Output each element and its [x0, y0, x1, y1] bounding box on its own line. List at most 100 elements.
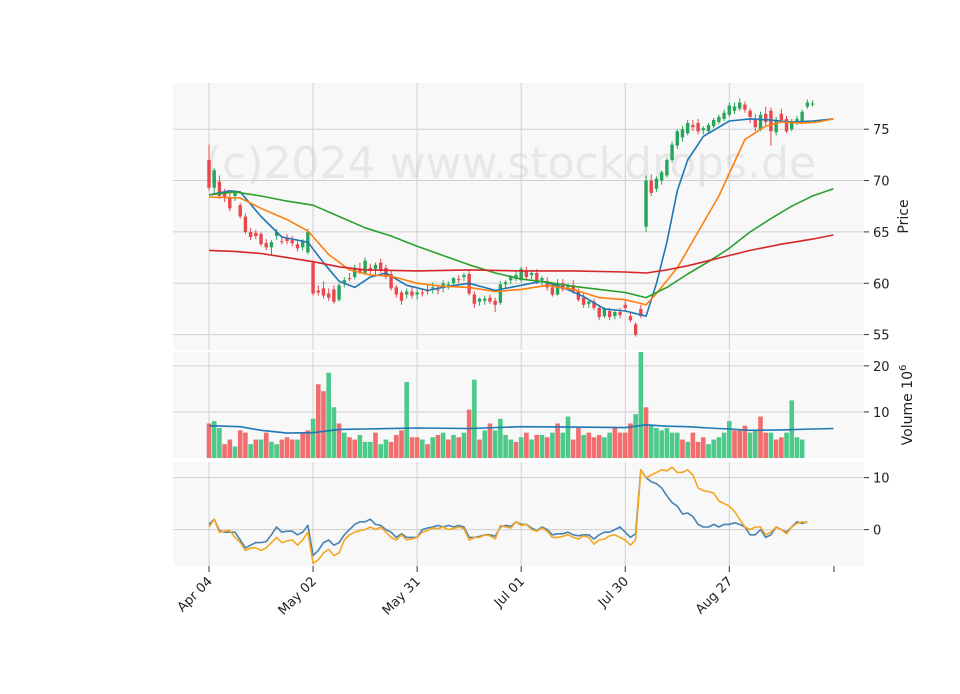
volume-bar [362, 441, 368, 458]
candle-body [420, 292, 425, 294]
x-tick-label: May 02 [276, 574, 320, 618]
candle-body [628, 316, 633, 321]
volume-bar [248, 444, 253, 458]
candle-body [623, 304, 627, 308]
candle-body [576, 291, 581, 300]
candle-body [685, 123, 690, 134]
volume-bar [206, 423, 212, 458]
volume-bar [758, 416, 763, 458]
volume-bar [576, 428, 581, 458]
candle-body [758, 114, 763, 130]
candle-body [321, 288, 326, 296]
price-panel-background [173, 83, 864, 350]
candle-body [441, 283, 445, 288]
candle-body [259, 233, 263, 245]
volume-bar [700, 437, 706, 458]
candle-body [415, 292, 419, 295]
volume-bar [263, 432, 269, 458]
volume-bar [591, 437, 597, 458]
volume-bar [300, 432, 305, 458]
candle-body [363, 260, 367, 273]
volume-bar [555, 423, 560, 458]
volume-bar [539, 434, 545, 458]
volume-bar [638, 352, 644, 458]
volume-bar [336, 423, 342, 458]
volume-bar [404, 381, 410, 458]
volume-bar [586, 432, 592, 458]
volume-bar [378, 444, 383, 458]
candle-body [462, 275, 466, 278]
price-tick-label: 60 [873, 277, 890, 292]
volume-bar [633, 414, 638, 458]
volume-bar [211, 421, 217, 458]
candle-body [264, 243, 268, 248]
candle-body [722, 112, 726, 119]
oscillator-line [208, 468, 808, 557]
volume-bar [331, 407, 337, 458]
volume-bar [217, 428, 222, 458]
candle-body [352, 267, 357, 278]
volume-bar [581, 434, 586, 458]
candle-body [738, 102, 742, 109]
price-axis-label: Price [896, 199, 912, 233]
candle-body [274, 231, 279, 237]
candle-body [571, 285, 575, 292]
volume-bar [513, 441, 519, 458]
volume-bar [383, 439, 389, 458]
volume-bar [643, 407, 649, 458]
volume-bar [622, 432, 628, 458]
volume-bar [425, 444, 430, 458]
candle-body [670, 144, 674, 161]
volume-bar [367, 441, 373, 458]
candle-body [228, 196, 232, 209]
candle-body [394, 287, 399, 295]
volume-bar [243, 432, 248, 458]
candle-body [602, 308, 607, 317]
volume-bar [315, 384, 321, 458]
candle-body [639, 308, 643, 317]
volume-axis-label: Volume 106 [898, 365, 916, 446]
candle-body [701, 128, 705, 131]
volume-bar [779, 437, 784, 458]
candle-body [378, 262, 383, 270]
volume-bar [607, 432, 612, 458]
candle-body [243, 216, 248, 232]
candle-body [654, 178, 659, 189]
candle-body [222, 192, 227, 199]
candle-body [212, 170, 216, 188]
candle-body [472, 294, 477, 304]
candle-body [618, 312, 622, 316]
candle-body [300, 241, 305, 248]
volume-bar [373, 432, 378, 458]
candle-body [665, 160, 669, 176]
volume-bar [799, 439, 805, 458]
volume-bar [753, 430, 758, 458]
candle-body [592, 301, 596, 308]
candle-body [779, 113, 784, 120]
volume-bar [409, 437, 415, 458]
volume-bar [664, 428, 670, 458]
volume-bar [680, 439, 685, 458]
candle-body [410, 291, 414, 296]
candle-body [477, 298, 482, 302]
candle-body [436, 289, 440, 291]
candle-body [358, 269, 362, 273]
candle-body [509, 277, 513, 281]
volume-bar [784, 432, 789, 458]
candle-body [311, 262, 315, 294]
candle-body [784, 118, 789, 132]
volume-bar [227, 439, 233, 458]
volume-bar [659, 430, 664, 458]
volume-bar [602, 437, 607, 458]
volume-bar [570, 439, 576, 458]
moving-average-line [208, 118, 834, 306]
volume-bar [253, 439, 259, 458]
volume-bar [508, 439, 514, 458]
volume-bar [321, 391, 326, 458]
volume-bar [747, 432, 753, 458]
volume-bar [518, 437, 524, 458]
volume-bar [451, 434, 456, 458]
price-tick-label: 70 [873, 175, 890, 190]
